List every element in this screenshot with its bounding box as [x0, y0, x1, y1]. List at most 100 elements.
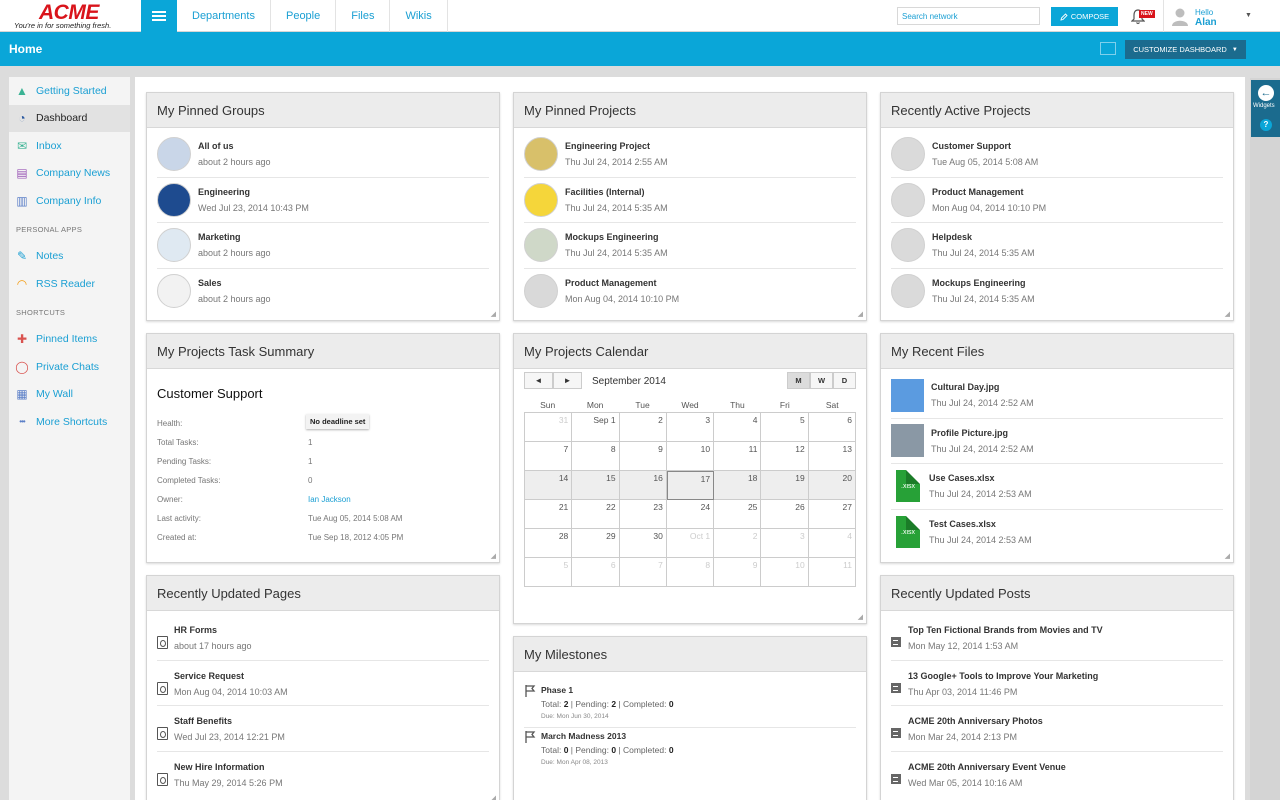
calendar-day[interactable]: 24 — [666, 500, 715, 529]
calendar-day[interactable]: 10 — [666, 442, 715, 471]
calendar-day[interactable]: 9 — [714, 558, 762, 587]
item-title[interactable]: 13 Google+ Tools to Improve Your Marketi… — [908, 670, 1099, 681]
item-title[interactable]: Test Cases.xlsx — [929, 519, 996, 530]
calendar-day[interactable]: 4 — [714, 413, 762, 442]
calendar-day[interactable]: 16 — [619, 471, 667, 500]
sidebar-item-my-wall[interactable]: ▦ My Wall — [9, 381, 130, 409]
list-item[interactable]: HR Forms about 17 hours ago — [157, 615, 489, 661]
calendar-day[interactable]: 3 — [761, 529, 809, 558]
list-item[interactable]: New Hire Information Thu May 29, 2014 5:2… — [157, 752, 489, 798]
sidebar-item-notes[interactable]: ✎ Notes — [9, 243, 130, 271]
sidebar-item-pinned-items[interactable]: ✚ Pinned Items — [9, 326, 130, 354]
list-item[interactable]: Profile Picture.jpg Thu Jul 24, 2014 2:52… — [891, 419, 1223, 464]
item-title[interactable]: Service Request — [174, 670, 245, 681]
item-title[interactable]: HR Forms — [174, 625, 218, 635]
list-item[interactable]: .xlsx Use Cases.xlsx Thu Jul 24, 2014 2:53… — [891, 464, 1223, 510]
sidebar-item-dashboard[interactable]: ◔ Dashboard — [9, 104, 130, 132]
calendar-day[interactable]: 28 — [525, 529, 573, 558]
nav-files[interactable]: Files — [336, 0, 391, 32]
sidebar-item-private-chats[interactable]: ◯ Private Chats — [9, 353, 130, 381]
item-title[interactable]: Product Management — [932, 186, 1024, 197]
list-item[interactable]: Helpdesk Thu Jul 24, 2014 5:35 AM — [891, 223, 1223, 269]
prev-month-button[interactable]: ◄ — [524, 372, 553, 389]
sidebar-item-getting-started[interactable]: ▲ Getting Started — [9, 77, 130, 105]
list-item[interactable]: Staff Benefits Wed Jul 23, 2014 12:21 PM — [157, 706, 489, 752]
calendar-day[interactable]: 2 — [714, 529, 762, 558]
resize-handle-icon[interactable]: ◢ — [857, 311, 863, 318]
calendar-day[interactable]: 11 — [714, 442, 762, 471]
calendar-day[interactable]: 8 — [572, 442, 620, 471]
list-item[interactable]: Engineering Wed Jul 23, 2014 10:43 PM — [157, 178, 489, 223]
list-item[interactable]: ACME 20th Anniversary Photos Mon Mar 24, … — [891, 706, 1223, 752]
item-title[interactable]: Use Cases.xlsx — [929, 473, 995, 484]
sidebar-item-more-shortcuts[interactable]: ••• More Shortcuts — [9, 408, 130, 436]
milestone-item[interactable]: March Madness 2013 Total: 0 | Pending: 0 … — [524, 728, 856, 774]
item-title[interactable]: Mockups Engineering — [565, 232, 659, 243]
nav-wikis[interactable]: Wikis — [390, 0, 448, 32]
calendar-day[interactable]: 12 — [761, 442, 809, 471]
week-view-button[interactable]: W — [810, 372, 833, 389]
resize-handle-icon[interactable]: ◢ — [1224, 311, 1230, 318]
list-item[interactable]: Product Management Mon Aug 04, 2014 10:10… — [524, 269, 856, 315]
resize-handle-icon[interactable]: ◢ — [490, 553, 496, 560]
calendar-day[interactable]: 4 — [808, 529, 856, 558]
calendar-day-today[interactable]: 17 — [666, 471, 715, 500]
compose-button[interactable]: COMPOSE — [1051, 7, 1118, 26]
calendar-day[interactable]: 26 — [761, 500, 809, 529]
list-item[interactable]: .xlsx Test Cases.xlsx Thu Jul 24, 2014 2:5… — [891, 510, 1223, 556]
calendar-day[interactable]: 6 — [572, 558, 620, 587]
calendar-day[interactable]: 10 — [761, 558, 809, 587]
list-item[interactable]: All of us about 2 hours ago — [157, 132, 489, 178]
calendar-day[interactable]: 18 — [714, 471, 762, 500]
calendar-day[interactable]: 3 — [666, 413, 715, 442]
list-item[interactable]: Sales about 2 hours ago — [157, 269, 489, 315]
list-item[interactable]: Marketing about 2 hours ago — [157, 223, 489, 269]
calendar-day[interactable]: 21 — [525, 500, 573, 529]
item-title[interactable]: Customer Support — [932, 141, 1012, 152]
list-item[interactable]: Service Request Mon Aug 04, 2014 10:03 AM — [157, 661, 489, 706]
notifications-bell[interactable]: NEW — [1131, 8, 1159, 26]
item-title[interactable]: Facilities (Internal) — [565, 186, 645, 197]
sidebar-item-company-news[interactable]: ▤ Company News — [9, 160, 130, 188]
owner-link[interactable]: Ian Jackson — [308, 495, 351, 504]
item-title[interactable]: Helpdesk — [932, 232, 973, 243]
item-title[interactable]: All of us — [198, 141, 234, 152]
calendar-day[interactable]: 31 — [525, 413, 573, 442]
search-input[interactable] — [897, 7, 1040, 25]
milestone-item[interactable]: Phase 1 Total: 2 | Pending: 2 | Completed… — [524, 682, 856, 728]
calendar-day[interactable]: 27 — [808, 500, 856, 529]
list-item[interactable]: ACME 20th Anniversary Event Venue Wed Mar… — [891, 752, 1223, 798]
hamburger-menu-icon[interactable] — [141, 0, 177, 32]
calendar-day[interactable]: 7 — [525, 442, 573, 471]
sidebar-item-company-info[interactable]: ▥ Company Info — [9, 187, 130, 215]
item-title[interactable]: Staff Benefits — [174, 716, 233, 726]
calendar-day[interactable]: 22 — [572, 500, 620, 529]
item-title[interactable]: ACME 20th Anniversary Event Venue — [908, 761, 1066, 772]
resize-handle-icon[interactable]: ◢ — [857, 614, 863, 621]
calendar-day[interactable]: 30 — [619, 529, 667, 558]
item-title[interactable]: Mockups Engineering — [932, 278, 1026, 289]
calendar-day[interactable]: 23 — [619, 500, 667, 529]
calendar-day[interactable]: Oct 1 — [666, 529, 715, 558]
calendar-day[interactable]: 8 — [666, 558, 715, 587]
nav-departments[interactable]: Departments — [177, 0, 271, 32]
calendar-day[interactable]: 6 — [808, 413, 856, 442]
list-item[interactable]: Customer Support Tue Aug 05, 2014 5:08 AM — [891, 132, 1223, 178]
item-title[interactable]: Product Management — [565, 278, 657, 289]
list-item[interactable]: Cultural Day.jpg Thu Jul 24, 2014 2:52 AM — [891, 373, 1223, 419]
nav-people[interactable]: People — [271, 0, 337, 32]
user-menu[interactable]: Hello Alan ▼ — [1163, 0, 1280, 32]
list-item[interactable]: 13 Google+ Tools to Improve Your Marketi… — [891, 661, 1223, 706]
resize-handle-icon[interactable]: ◢ — [490, 311, 496, 318]
calendar-day[interactable]: 25 — [714, 500, 762, 529]
item-title[interactable]: Sales — [198, 278, 222, 289]
calendar-day[interactable]: 15 — [572, 471, 620, 500]
calendar-day[interactable]: 13 — [808, 442, 856, 471]
widgets-panel-toggle[interactable]: ← Widgets ? — [1251, 80, 1280, 137]
sidebar-item-inbox[interactable]: ✉ Inbox — [9, 132, 130, 160]
item-title[interactable]: ACME 20th Anniversary Photos — [908, 716, 1043, 726]
calendar-day[interactable]: 20 — [808, 471, 856, 500]
arrow-left-icon[interactable]: ← — [1258, 85, 1274, 101]
item-title[interactable]: New Hire Information — [174, 761, 265, 772]
sidebar-item-rss-reader[interactable]: ◠ RSS Reader — [9, 270, 130, 298]
